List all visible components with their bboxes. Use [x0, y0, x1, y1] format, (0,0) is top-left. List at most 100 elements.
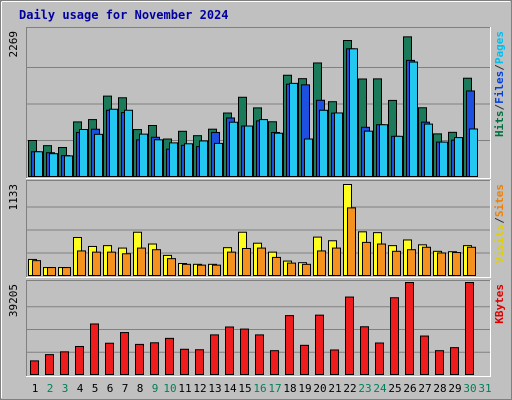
day-label: 13	[208, 382, 221, 395]
pages-bar	[124, 109, 133, 177]
day-label: 3	[62, 382, 69, 395]
kbytes-bar	[210, 334, 219, 376]
day-label: 27	[418, 382, 431, 395]
day-label: 15	[238, 382, 251, 395]
kbytes-bar	[240, 328, 249, 376]
sites-bar	[167, 258, 176, 277]
pages-bar	[379, 124, 388, 178]
sites-bar	[197, 264, 206, 277]
kbytes-bar	[180, 348, 189, 376]
kbytes-bar	[255, 334, 264, 376]
sites-bar	[377, 243, 386, 276]
sites-bar	[242, 247, 251, 277]
sites-bar	[407, 249, 416, 277]
pages-bar	[424, 123, 433, 178]
sites-bar	[212, 264, 221, 277]
kbytes-bar	[390, 297, 399, 376]
legend-separator: /	[493, 64, 506, 71]
legend-separator: /	[493, 104, 506, 111]
day-label: 7	[122, 382, 129, 395]
day-label: 24	[373, 382, 387, 395]
sites-bar	[122, 253, 131, 276]
pages-bar	[409, 61, 418, 177]
pages-bar	[79, 128, 88, 177]
kbytes-bar	[30, 360, 39, 375]
legend-files: Files	[493, 71, 506, 104]
day-label: 8	[137, 382, 144, 395]
sites-bar	[422, 246, 431, 276]
sites-bar	[347, 207, 356, 276]
kbytes-bar	[450, 347, 459, 376]
sites-bar	[182, 263, 191, 276]
sites-bar	[152, 249, 161, 277]
kbytes-bar	[105, 342, 114, 376]
sites-bar	[32, 260, 41, 276]
kbytes-bar	[300, 344, 309, 376]
pages-bar	[349, 48, 358, 177]
day-label: 31	[478, 382, 491, 395]
legend-sites: Sites	[493, 184, 506, 217]
kbytes-bar	[465, 282, 474, 375]
pages-bar	[199, 140, 208, 177]
pages-bar	[229, 121, 238, 178]
pages-bar	[439, 141, 448, 177]
day-label: 14	[223, 382, 237, 395]
kbytes-bar	[165, 337, 174, 375]
legend-visits: Visits	[493, 224, 506, 264]
kbytes-bar	[60, 351, 69, 376]
sites-bar	[362, 241, 371, 277]
day-label: 17	[268, 382, 281, 395]
pages-bar	[469, 128, 478, 177]
day-label: 11	[178, 382, 191, 395]
kbytes-panel-legend: KBytes	[493, 284, 506, 324]
kbytes-bar	[315, 314, 324, 375]
pages-bar	[139, 133, 148, 178]
pages-bar	[34, 151, 43, 178]
pages-bar	[214, 142, 223, 177]
visits-sites-panel-max-label: 1133	[7, 184, 20, 211]
kbytes-bar	[90, 323, 99, 375]
day-label: 22	[343, 382, 356, 395]
pages-bar	[289, 82, 298, 177]
kbytes-bar	[45, 354, 54, 375]
kbytes-bar	[345, 296, 354, 375]
hits-files-pages-panel-max-label: 2269	[7, 31, 20, 58]
pages-bar	[259, 119, 268, 177]
legend-separator: /	[493, 217, 506, 224]
hits-files-pages-panel-legend: Hits/Files/Pages	[493, 31, 506, 137]
sites-bar	[452, 252, 461, 277]
day-label: 28	[433, 382, 446, 395]
day-label: 5	[92, 382, 99, 395]
pages-bar	[334, 112, 343, 177]
kbytes-bar	[225, 326, 234, 376]
sites-bar	[257, 247, 266, 277]
sites-bar	[287, 262, 296, 276]
kbytes-bar	[285, 315, 294, 375]
pages-bar	[244, 125, 253, 177]
day-label: 19	[298, 382, 311, 395]
pages-bar	[109, 108, 118, 177]
pages-bar	[49, 153, 58, 177]
day-label: 10	[163, 382, 176, 395]
kbytes-bar	[120, 332, 129, 376]
kbytes-bar	[270, 350, 279, 375]
pages-bar	[454, 137, 463, 177]
kbytes-bar	[150, 342, 159, 376]
pages-bar	[154, 139, 163, 177]
kbytes-bar	[435, 350, 444, 375]
kbytes-bar	[360, 326, 369, 376]
sites-bar	[437, 252, 446, 277]
sites-bar	[227, 251, 236, 276]
day-label: 18	[283, 382, 296, 395]
kbytes-bar	[195, 349, 204, 376]
sites-bar	[47, 267, 56, 277]
sites-bar	[62, 267, 71, 277]
day-label: 29	[448, 382, 461, 395]
pages-bar	[394, 135, 403, 177]
legend-hits: Hits	[493, 111, 506, 138]
day-label: 9	[152, 382, 159, 395]
day-label: 4	[77, 382, 84, 395]
pages-bar	[319, 109, 328, 177]
sites-bar	[392, 250, 401, 277]
sites-bar	[467, 246, 476, 276]
